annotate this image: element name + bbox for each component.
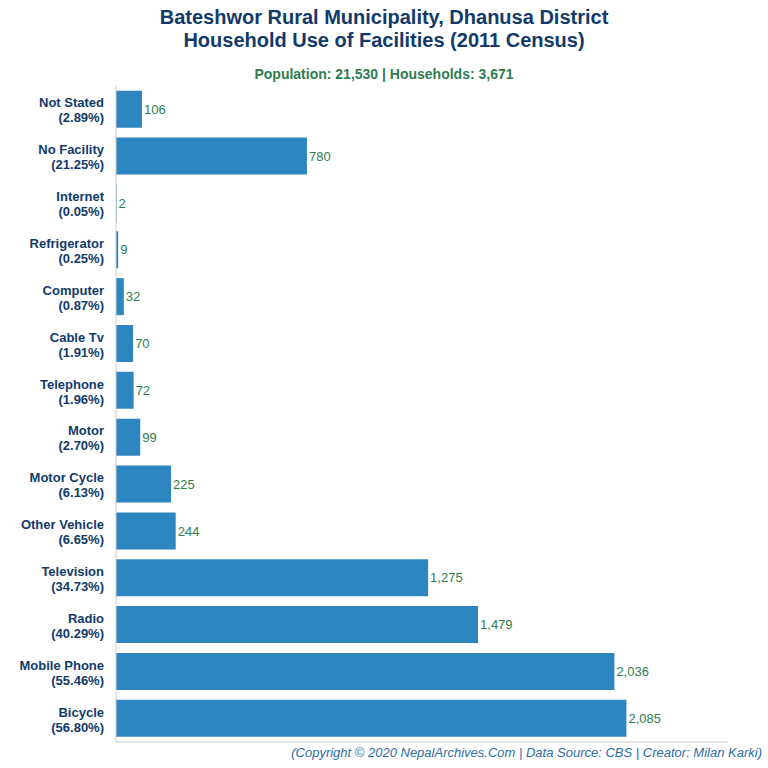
html-text:Household Use of Facilities (2: Household Use of Facilities (2011 Census…: [183, 29, 585, 51]
html-text:(Copyright © 2020 NepalArchive: (Copyright © 2020 NepalArchives.Com | Da…: [291, 745, 762, 760]
svg-text:99: 99: [142, 430, 156, 445]
svg-text:Motor(2.70%): Motor(2.70%): [58, 423, 104, 453]
svg-text:Bicycle(56.80%): Bicycle(56.80%): [51, 705, 104, 735]
svg-text:2,036: 2,036: [616, 664, 649, 679]
svg-text:No Facility(21.25%): No Facility(21.25%): [38, 142, 105, 172]
html-text:Bateshwor Rural Municipality,: Bateshwor Rural Municipality, Dhanusa Di…: [159, 6, 609, 28]
svg-text:9: 9: [120, 242, 127, 257]
svg-text:Cable Tv(1.91%): Cable Tv(1.91%): [50, 330, 105, 360]
svg-text:1,479: 1,479: [480, 617, 513, 632]
svg-text:Internet(0.05%): Internet(0.05%): [56, 189, 104, 219]
svg-text:70: 70: [135, 336, 149, 351]
svg-text:32: 32: [126, 289, 140, 304]
svg-text:780: 780: [309, 149, 331, 164]
svg-text:Motor Cycle(6.13%): Motor Cycle(6.13%): [30, 470, 104, 500]
html-text:Population: 21,530 | Household: Population: 21,530 | Households: 3,671: [254, 66, 514, 82]
svg-text:Refrigerator(0.25%): Refrigerator(0.25%): [30, 236, 104, 266]
svg-text:Mobile Phone(55.46%): Mobile Phone(55.46%): [20, 658, 105, 688]
svg-text:2,085: 2,085: [628, 711, 661, 726]
svg-text:225: 225: [173, 477, 195, 492]
svg-text:Not Stated(2.89%): Not Stated(2.89%): [39, 95, 104, 125]
svg-text:Television(34.73%): Television(34.73%): [41, 564, 104, 594]
svg-text:Other Vehicle(6.65%): Other Vehicle(6.65%): [21, 517, 104, 547]
svg-text:106: 106: [144, 102, 166, 117]
svg-text:72: 72: [136, 383, 150, 398]
svg-text:244: 244: [178, 524, 200, 539]
svg-text:Telephone(1.96%): Telephone(1.96%): [40, 377, 104, 407]
svg-text:1,275: 1,275: [430, 570, 463, 585]
svg-text:Radio(40.29%): Radio(40.29%): [51, 611, 104, 641]
svg-text:Computer(0.87%): Computer(0.87%): [43, 283, 104, 313]
svg-text:2: 2: [118, 196, 125, 211]
